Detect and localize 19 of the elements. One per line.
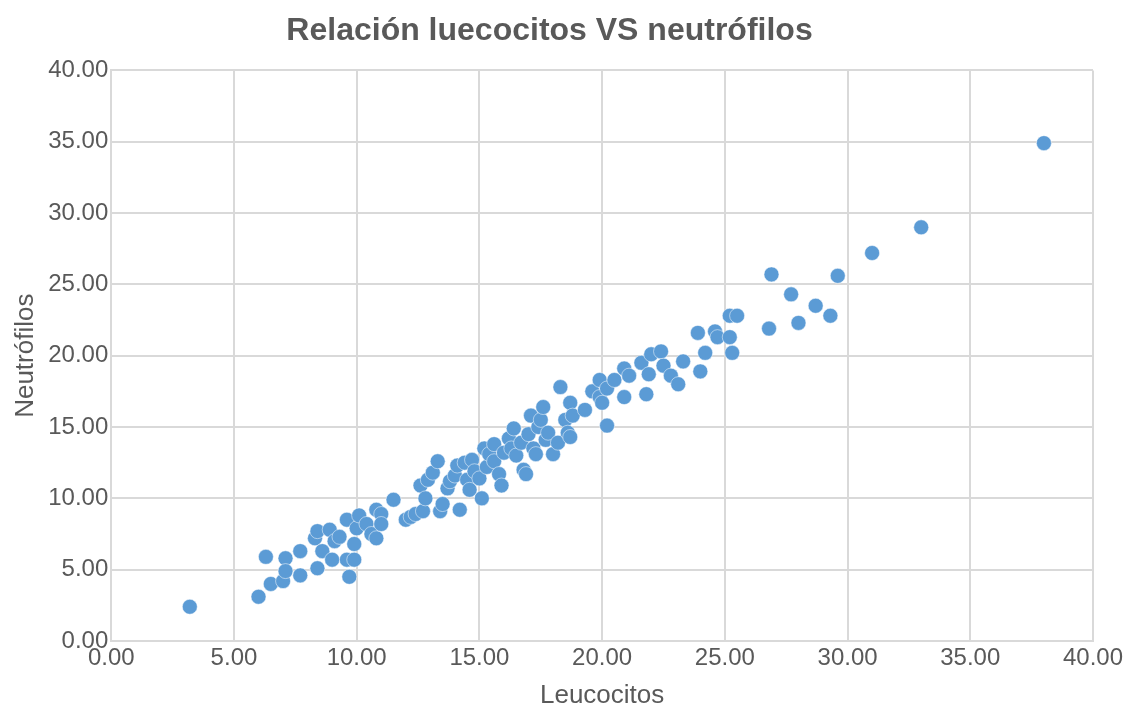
chart-title: Relación luecocitos VS neutrófilos: [286, 11, 813, 48]
x-tick-label: 40.00: [1062, 643, 1124, 671]
y-tick-label: 10.00: [48, 482, 109, 510]
x-tick-label: 10.00: [326, 643, 387, 671]
x-tick-label: 35.00: [940, 643, 1001, 671]
y-tick-label: 5.00: [61, 554, 109, 582]
x-tick-label: 5.00: [210, 643, 258, 671]
x-axis-title: Leucocitos: [539, 678, 665, 709]
x-tick-label: 15.00: [449, 643, 510, 671]
y-tick-label: 15.00: [48, 411, 109, 439]
y-tick-label: 40.00: [48, 55, 109, 83]
y-tick-label: 35.00: [48, 126, 109, 154]
x-tick-label: 20.00: [572, 643, 633, 671]
y-tick-label: 20.00: [48, 340, 109, 368]
y-tick-label: 30.00: [48, 197, 109, 225]
y-axis-title: Neutrófilos: [8, 293, 39, 418]
x-tick-label: 30.00: [817, 643, 878, 671]
y-tick-label: 25.00: [48, 269, 109, 296]
x-tick-label: 25.00: [694, 643, 755, 671]
